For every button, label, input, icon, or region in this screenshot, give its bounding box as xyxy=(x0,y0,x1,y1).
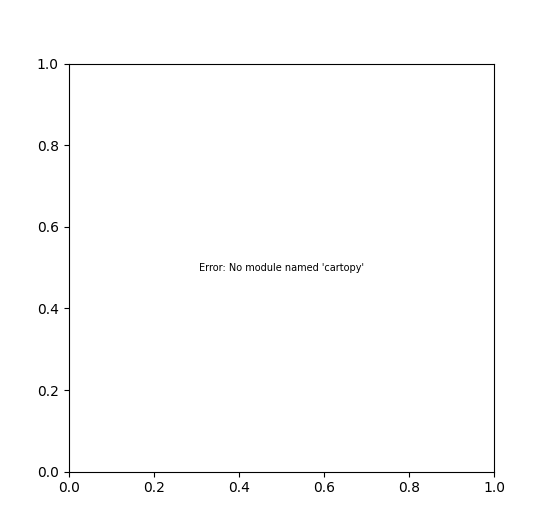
Text: Error: No module named 'cartopy': Error: No module named 'cartopy' xyxy=(199,263,364,272)
